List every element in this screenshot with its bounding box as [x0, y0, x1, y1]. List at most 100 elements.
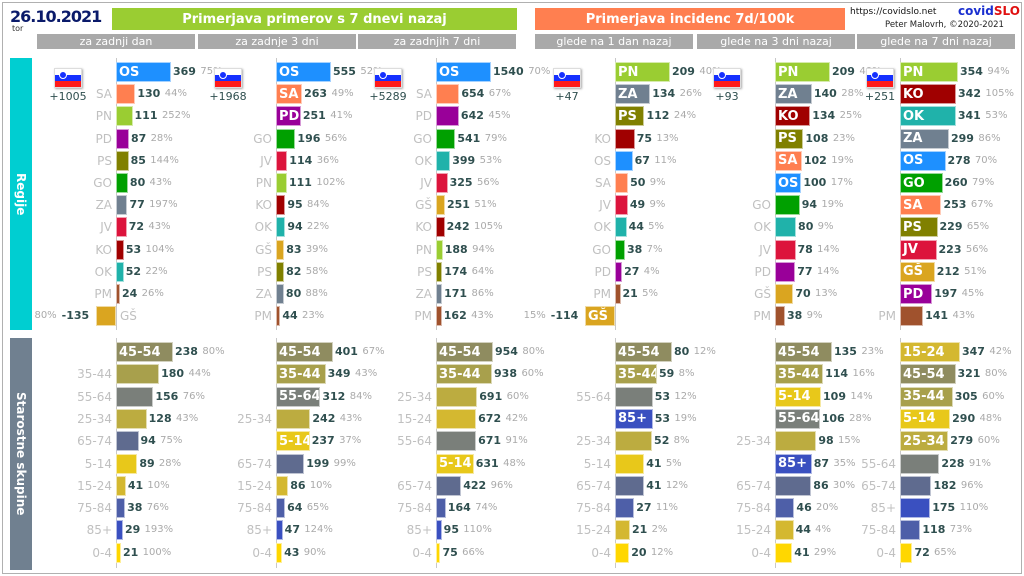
region-percent: 197%	[149, 199, 178, 211]
region-value: -114	[550, 309, 579, 323]
region-bar: GŠ	[585, 306, 615, 327]
age-group-value: 182	[933, 478, 957, 492]
age-group-percent: 124%	[304, 524, 333, 536]
age-group-bar	[276, 542, 283, 563]
region-value: 197	[934, 287, 958, 300]
column-axis	[615, 58, 616, 330]
region-label: PD	[415, 109, 432, 124]
age-group-value: 21	[631, 523, 648, 537]
region-bar	[436, 261, 443, 282]
region-percent: 102%	[316, 177, 345, 188]
ages-band: Starostne skupine	[10, 338, 32, 570]
region-value: 24	[122, 287, 138, 300]
age-group-bar	[276, 498, 286, 519]
age-group-percent: 96%	[490, 479, 513, 491]
region-percent: 94%	[472, 243, 495, 255]
region-value: 100	[803, 176, 827, 189]
age-group-bar: 35-44	[436, 364, 493, 385]
region-percent: 67%	[488, 88, 511, 100]
region-bar: ZA	[900, 128, 949, 149]
column-axis	[116, 58, 117, 330]
age-group-bar	[615, 520, 630, 541]
slovenia-flag-icon	[866, 68, 894, 88]
region-percent: 14%	[816, 265, 840, 277]
age-group-percent: 91%	[505, 435, 528, 447]
age-group-bar	[775, 542, 793, 563]
region-value: -135	[61, 309, 90, 323]
age-group-value: 631	[475, 456, 499, 470]
region-bar: GO	[900, 173, 943, 193]
brand-part-1: covid	[958, 4, 994, 18]
region-percent: 79%	[484, 132, 507, 144]
age-group-percent: 80%	[202, 346, 225, 357]
region-label: OK	[414, 153, 432, 168]
age-group-label: 25-34	[77, 411, 112, 426]
age-group-percent: 65%	[934, 546, 957, 558]
region-label: ZA	[415, 287, 432, 301]
column-axis	[900, 58, 901, 330]
age-group-percent: 5%	[665, 457, 682, 469]
age-group-value: 53	[654, 389, 671, 403]
daily-delta: +251	[864, 90, 896, 103]
age-group-value: 86	[813, 478, 829, 492]
region-label: GO	[93, 176, 112, 190]
region-bar	[436, 217, 445, 238]
region-bar	[116, 195, 128, 216]
region-label: JV	[420, 176, 432, 190]
region-label: PN	[415, 242, 432, 257]
age-group-percent: 19%	[674, 412, 697, 424]
region-bar: JV	[900, 239, 937, 260]
age-group-label: 65-74	[77, 434, 112, 449]
ages-band-label: Starostne skupine	[14, 392, 28, 516]
region-value: 654	[461, 87, 485, 101]
region-value: 82	[286, 264, 302, 278]
region-value: 50	[630, 176, 646, 189]
age-group-value: 21	[123, 545, 139, 559]
region-percent: 23%	[832, 132, 856, 144]
age-group-bar: 85+	[775, 453, 812, 474]
column-subheader: za zadnje 3 dni	[198, 34, 356, 49]
age-group-bar	[436, 408, 477, 429]
age-group-percent: 60%	[506, 390, 529, 402]
age-group-percent: 29%	[813, 546, 837, 558]
region-percent: 79%	[971, 177, 995, 188]
age-group-value: 290	[952, 411, 976, 425]
age-group-percent: 60%	[982, 390, 1005, 402]
site-url[interactable]: https://covidslo.net	[850, 7, 937, 17]
age-group-bar	[615, 475, 645, 496]
region-value: 111	[134, 109, 158, 123]
region-percent: 105%	[474, 221, 503, 233]
region-percent: 9%	[649, 199, 666, 211]
region-bar	[775, 217, 797, 238]
region-percent: 15%	[523, 310, 546, 322]
brand-part-2: SLO	[993, 4, 1020, 18]
region-bar	[436, 173, 448, 193]
age-group-value: 41	[127, 478, 144, 492]
age-group-value: 27	[636, 501, 652, 515]
age-group-label: 15-24	[77, 478, 112, 493]
region-percent: 52%	[360, 66, 383, 77]
region-label: KO	[95, 242, 112, 257]
age-group-value: 118	[922, 523, 946, 537]
age-group-value: 44	[795, 523, 811, 537]
age-group-bar: 35-44	[276, 364, 326, 385]
region-label: JV	[100, 220, 112, 235]
region-percent: 84%	[307, 199, 330, 211]
age-group-percent: 42%	[989, 346, 1012, 357]
age-group-bar: 45-54	[615, 342, 672, 362]
region-percent: 252%	[161, 110, 191, 122]
region-percent: 9%	[817, 221, 834, 233]
region-value: 67	[634, 153, 650, 167]
region-label: PM	[94, 287, 112, 301]
incidence-comparison-header: Primerjava incidenc 7d/100k	[535, 8, 845, 30]
region-label: GŠ	[120, 309, 137, 324]
region-bar	[775, 306, 785, 327]
age-group-bar	[615, 453, 645, 474]
age-group-value: 228	[941, 456, 965, 470]
region-value: 83	[286, 242, 302, 256]
age-group-label: 15-24	[237, 478, 272, 493]
age-group-label: 65-74	[237, 456, 272, 471]
region-bar	[900, 306, 924, 327]
age-group-percent: 80%	[522, 346, 545, 357]
